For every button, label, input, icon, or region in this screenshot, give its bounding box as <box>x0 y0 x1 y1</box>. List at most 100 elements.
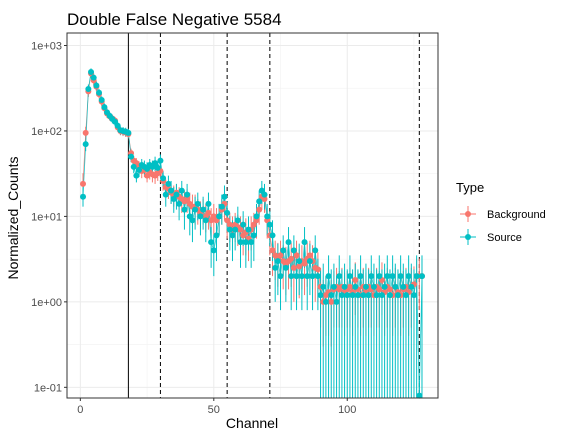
background-point <box>82 129 89 136</box>
y-axis: 1e-01 1e+00 1e+01 1e+02 1e+03 <box>31 40 67 394</box>
source-point <box>237 239 244 246</box>
background-point <box>184 195 191 202</box>
source-point <box>218 203 225 210</box>
source-point <box>392 283 399 290</box>
background-point <box>261 195 268 202</box>
y-tick-label: 1e+00 <box>31 297 62 309</box>
source-point <box>128 153 135 160</box>
background-point <box>250 221 257 228</box>
source-point <box>408 283 415 290</box>
y-tick-label: 1e+01 <box>31 211 62 223</box>
background-point <box>301 260 308 267</box>
background-point <box>386 286 393 293</box>
source-point <box>200 206 207 213</box>
source-point <box>378 292 385 299</box>
background-point <box>80 180 87 187</box>
source-point <box>205 200 212 207</box>
source-point <box>285 239 292 246</box>
source-point <box>173 191 180 198</box>
background-point <box>306 252 313 259</box>
source-point <box>370 283 377 290</box>
source-point <box>253 213 260 220</box>
source-point <box>240 221 247 228</box>
source-point <box>384 273 391 280</box>
source-point <box>394 292 401 299</box>
source-point <box>178 187 185 194</box>
source-point <box>181 206 188 213</box>
source-point <box>418 273 425 280</box>
source-point <box>98 97 105 104</box>
source-point <box>357 273 364 280</box>
source-point <box>400 283 407 290</box>
source-point <box>256 198 263 205</box>
x-axis: 0 50 100 <box>77 398 356 416</box>
source-point <box>202 217 209 224</box>
source-point <box>234 217 241 224</box>
source-point <box>96 89 103 96</box>
source-point <box>309 273 316 280</box>
source-point <box>250 232 257 239</box>
y-tick-label: 1e+03 <box>31 40 62 52</box>
source-point <box>125 129 132 136</box>
source-point <box>157 157 164 164</box>
y-tick-label: 1e-01 <box>34 382 62 394</box>
source-point <box>192 206 199 213</box>
source-point <box>341 283 348 290</box>
source-point <box>261 191 268 198</box>
source-legend-label: Source <box>487 232 522 244</box>
source-point <box>266 221 273 228</box>
source-point <box>232 226 239 233</box>
background-point <box>256 206 263 213</box>
source-point <box>280 247 287 254</box>
source-point <box>194 200 201 207</box>
background-point <box>288 255 295 262</box>
background-point <box>205 209 212 216</box>
data-points <box>80 68 425 399</box>
source-point <box>165 180 172 187</box>
source-point <box>314 273 321 280</box>
source-point <box>226 226 233 233</box>
source-point <box>338 292 345 299</box>
source-point <box>90 74 97 81</box>
background-point <box>277 252 284 259</box>
source-point <box>354 292 361 299</box>
source-point <box>152 160 159 167</box>
source-point <box>386 292 393 299</box>
source-point <box>336 273 343 280</box>
background-point <box>290 264 297 271</box>
source-point <box>405 273 412 280</box>
background-point <box>296 263 303 270</box>
source-point <box>373 292 380 299</box>
source-point <box>362 283 369 290</box>
source-point <box>365 292 372 299</box>
background-point <box>328 298 335 305</box>
source-point <box>360 292 367 299</box>
x-tick-label: 50 <box>208 404 220 416</box>
source-point <box>298 273 305 280</box>
source-point <box>317 292 324 299</box>
background-point <box>293 252 300 259</box>
source-point <box>189 217 196 224</box>
source-point <box>325 273 332 280</box>
background-point <box>314 266 321 273</box>
source-point <box>312 247 319 254</box>
background-point <box>226 221 233 228</box>
source-point <box>80 193 87 200</box>
source-point <box>301 239 308 246</box>
source-point <box>322 298 329 305</box>
source-point <box>130 163 137 170</box>
source-point <box>349 292 356 299</box>
source-point <box>304 273 311 280</box>
source-point <box>333 298 340 305</box>
source-point <box>245 226 252 233</box>
source-point <box>242 239 249 246</box>
source-point <box>344 292 351 299</box>
source-point <box>136 166 143 173</box>
source-point <box>293 273 300 280</box>
source-point <box>162 191 169 198</box>
chart-title: Double False Negative 5584 <box>67 10 282 29</box>
source-point <box>208 239 215 246</box>
source-point <box>296 258 303 265</box>
